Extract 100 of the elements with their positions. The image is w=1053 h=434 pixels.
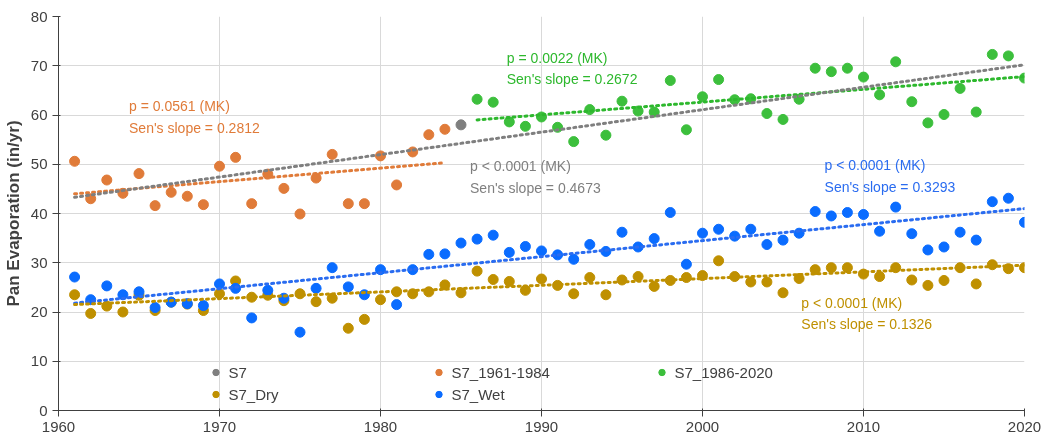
point [680, 258, 692, 270]
point [487, 274, 499, 285]
point [906, 228, 918, 240]
y-tick-label: 70 [30, 56, 48, 74]
point [536, 273, 547, 285]
y-tick-label: 30 [30, 253, 48, 271]
y-tick-label: 60 [30, 106, 48, 123]
point [101, 174, 113, 186]
y-axis-title: Pan Evaporation (in/yr) [3, 120, 23, 307]
annotation: p < 0.0001 (MK) Sen's slope = 0.4673 [470, 158, 601, 196]
point [632, 271, 644, 283]
point [503, 246, 515, 258]
point [938, 274, 950, 286]
point [986, 196, 998, 208]
point [117, 306, 129, 318]
point [906, 96, 918, 108]
point [761, 108, 773, 120]
y-tick-label: 20 [30, 303, 48, 320]
y-tick-label: 40 [30, 204, 48, 222]
point [761, 276, 773, 288]
point [342, 198, 354, 210]
point [922, 244, 934, 256]
point [809, 62, 821, 74]
legend-label: S7_Dry [228, 385, 280, 403]
point [890, 56, 902, 68]
y-tick-label: 0 [39, 401, 48, 419]
point [487, 229, 499, 241]
point [214, 160, 225, 172]
point [391, 299, 403, 311]
point [841, 62, 853, 74]
point [777, 113, 789, 125]
point [85, 307, 97, 319]
point [1002, 50, 1014, 62]
point [471, 265, 483, 277]
point [616, 95, 628, 107]
point [262, 284, 274, 296]
x-tick-label: 2000 [685, 417, 720, 434]
point [342, 281, 354, 293]
point [326, 262, 338, 274]
point [503, 275, 515, 287]
point [664, 75, 676, 87]
point [648, 233, 660, 245]
point [487, 96, 499, 108]
point [423, 248, 435, 260]
point [568, 253, 580, 265]
point [358, 313, 370, 325]
point [970, 106, 982, 118]
point [825, 262, 837, 274]
point [181, 190, 193, 202]
point [664, 207, 676, 219]
x-tick-label: 1960 [41, 417, 76, 434]
legend-label: S7 [228, 363, 248, 381]
x-tick-label: 2010 [846, 417, 881, 434]
point [600, 129, 612, 141]
point [697, 227, 708, 239]
point [391, 179, 403, 191]
x-tick-label: 1980 [363, 417, 398, 434]
point [471, 93, 483, 105]
point [713, 74, 725, 86]
point [165, 186, 177, 198]
point [616, 226, 628, 238]
point [858, 71, 869, 83]
x-tick-label: 1990 [524, 417, 559, 434]
point [841, 207, 853, 219]
point [197, 300, 209, 312]
point [455, 237, 467, 249]
point [841, 262, 853, 274]
point [697, 91, 708, 103]
point [519, 284, 531, 296]
point [69, 155, 81, 167]
point [519, 120, 531, 132]
x-tick-label: 1970 [202, 417, 237, 434]
point [568, 288, 580, 300]
point [536, 245, 547, 257]
point [246, 198, 258, 210]
point [1002, 192, 1014, 204]
point [278, 182, 290, 194]
point [294, 326, 306, 338]
point [503, 116, 515, 128]
point [101, 280, 113, 292]
point [294, 208, 306, 220]
point [230, 151, 242, 163]
point [600, 289, 612, 301]
point [342, 322, 354, 334]
point [922, 117, 934, 129]
point [584, 272, 596, 284]
point [471, 233, 483, 245]
point [423, 129, 435, 141]
point [246, 312, 258, 324]
point [133, 168, 145, 180]
x-tick-label: 2020 [1007, 417, 1042, 434]
annotation: p < 0.0001 (MK) Sen's slope = 0.3293 [824, 157, 956, 195]
point [874, 89, 886, 101]
point [922, 279, 934, 291]
point [825, 210, 837, 222]
point [874, 271, 886, 283]
y-tick-label: 80 [30, 7, 48, 25]
point [455, 119, 467, 131]
point [69, 289, 81, 301]
point [970, 278, 982, 290]
